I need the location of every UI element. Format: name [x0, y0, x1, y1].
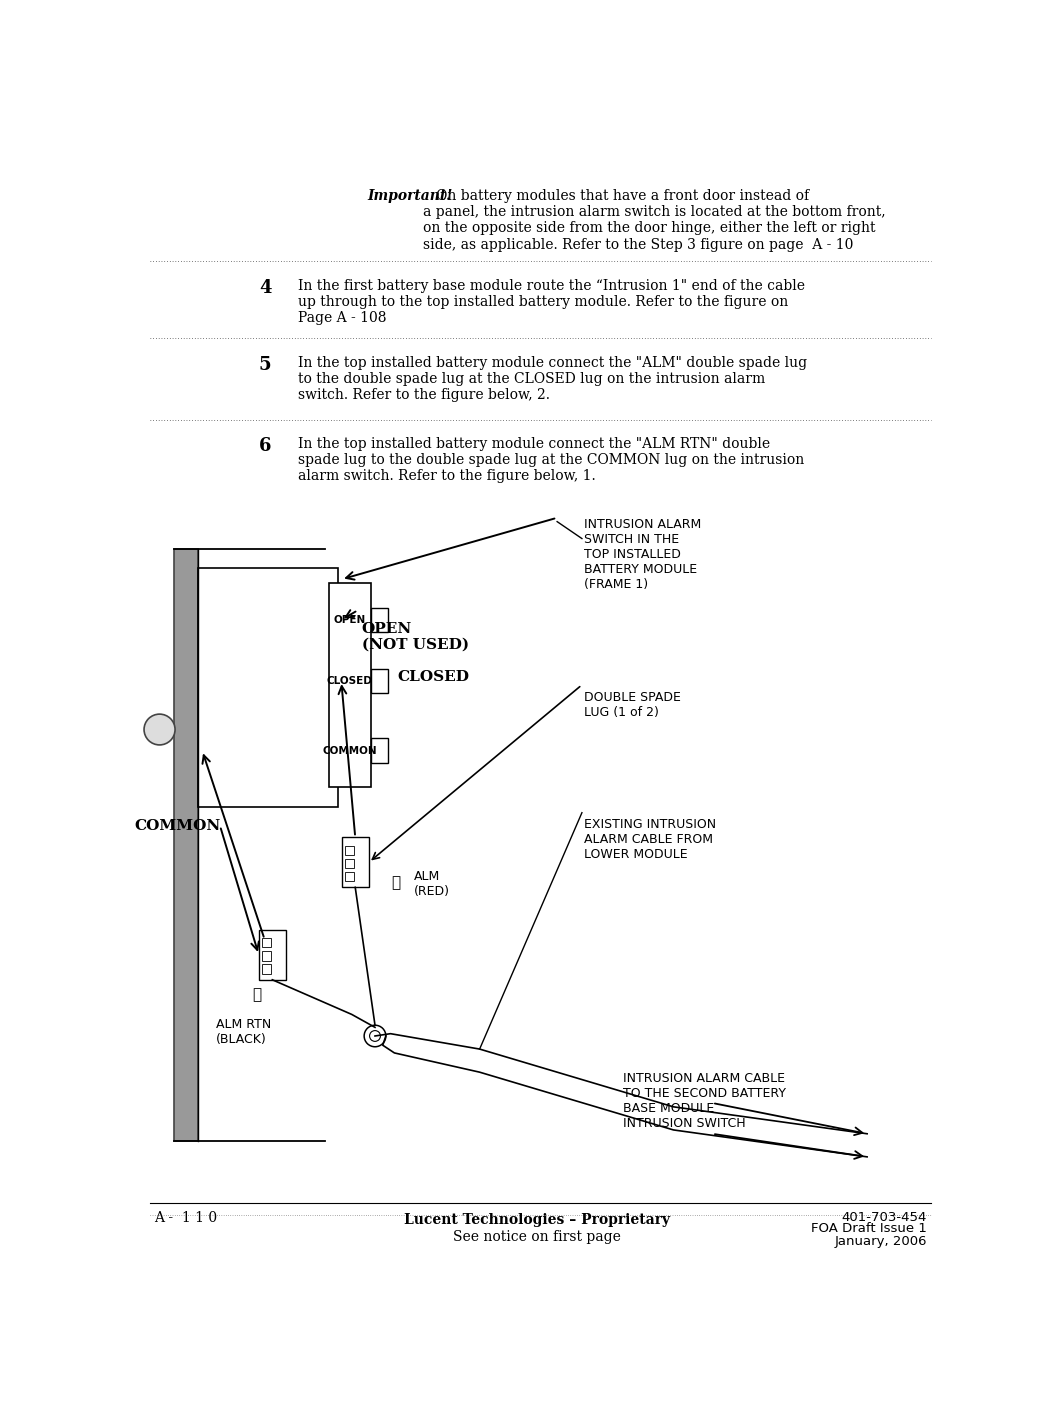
- Bar: [341, 838, 369, 887]
- Bar: [344, 859, 354, 869]
- Bar: [371, 738, 388, 763]
- Bar: [371, 669, 388, 694]
- Bar: [329, 583, 371, 787]
- Circle shape: [144, 714, 175, 745]
- Text: ①: ①: [392, 877, 401, 890]
- Text: Lucent Technologies – Proprietary: Lucent Technologies – Proprietary: [403, 1214, 670, 1228]
- Circle shape: [370, 1031, 380, 1042]
- Text: January, 2006: January, 2006: [834, 1235, 927, 1247]
- Text: OPEN
(NOT USED): OPEN (NOT USED): [362, 622, 469, 652]
- Text: ALM
(RED): ALM (RED): [414, 870, 450, 897]
- Bar: [344, 872, 354, 881]
- Bar: [371, 608, 388, 632]
- Text: OPEN: OPEN: [334, 615, 366, 625]
- Text: 401-703-454: 401-703-454: [842, 1211, 927, 1224]
- Text: INTRUSION ALARM CABLE
TO THE SECOND BATTERY
BASE MODULE
INTRUSION SWITCH: INTRUSION ALARM CABLE TO THE SECOND BATT…: [623, 1071, 786, 1131]
- Text: On battery modules that have a front door instead of
a panel, the intrusion alar: On battery modules that have a front doo…: [423, 189, 886, 252]
- Text: EXISTING INTRUSION
ALARM CABLE FROM
LOWER MODULE: EXISTING INTRUSION ALARM CABLE FROM LOWE…: [584, 818, 716, 862]
- Text: Important!: Important!: [367, 189, 452, 203]
- Text: In the first battery base module route the “Intrusion 1" end of the cable
up thr: In the first battery base module route t…: [297, 279, 804, 325]
- Bar: [174, 549, 198, 1142]
- Text: DOUBLE SPADE
LUG (1 of 2): DOUBLE SPADE LUG (1 of 2): [584, 691, 682, 719]
- Bar: [262, 964, 271, 973]
- Text: 5: 5: [259, 356, 271, 375]
- Text: FOA Draft Issue 1: FOA Draft Issue 1: [811, 1222, 927, 1235]
- Circle shape: [364, 1025, 386, 1046]
- Text: A -  1 1 0: A - 1 1 0: [154, 1211, 217, 1225]
- Text: ②: ②: [252, 988, 261, 1002]
- Bar: [198, 567, 338, 807]
- Bar: [262, 938, 271, 948]
- Bar: [344, 846, 354, 855]
- Text: ALM RTN
(BLACK): ALM RTN (BLACK): [216, 1018, 271, 1046]
- Text: In the top installed battery module connect the "ALM" double spade lug
to the do: In the top installed battery module conn…: [297, 356, 806, 403]
- Text: COMMON: COMMON: [322, 746, 377, 756]
- Text: CLOSED: CLOSED: [327, 676, 373, 686]
- Bar: [262, 952, 271, 960]
- Text: 6: 6: [259, 436, 271, 455]
- Text: INTRUSION ALARM
SWITCH IN THE
TOP INSTALLED
BATTERY MODULE
(FRAME 1): INTRUSION ALARM SWITCH IN THE TOP INSTAL…: [584, 518, 701, 591]
- Text: See notice on first page: See notice on first page: [452, 1231, 621, 1245]
- Text: CLOSED: CLOSED: [398, 670, 469, 684]
- Text: 4: 4: [259, 279, 271, 297]
- Text: COMMON: COMMON: [135, 819, 221, 832]
- Bar: [259, 929, 286, 980]
- Text: In the top installed battery module connect the "ALM RTN" double
spade lug to th: In the top installed battery module conn…: [297, 436, 804, 483]
